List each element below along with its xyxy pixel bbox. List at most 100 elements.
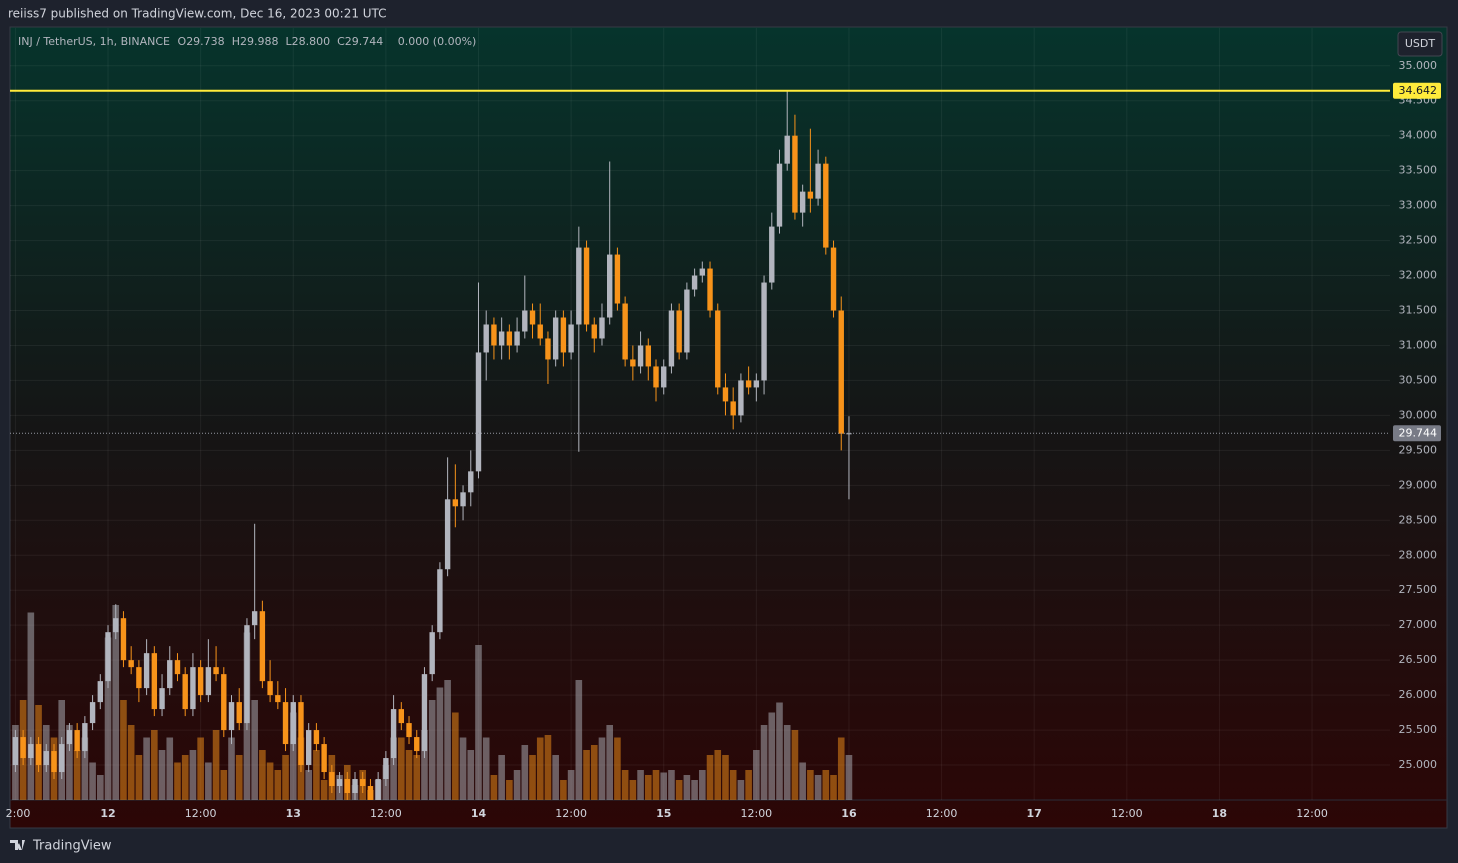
volume-bar [745,770,752,800]
candle-body [560,317,567,353]
volume-bar [174,762,181,800]
volume-bar [289,712,297,800]
volume-bar [675,780,683,800]
candle-body [259,611,266,682]
y-tick-label: 32.500 [1399,234,1438,247]
candle-body [190,667,196,710]
candle-body [113,618,119,633]
last-price-badge [1393,425,1441,442]
candle-body [599,317,605,339]
volume-bar [181,755,189,800]
volume-bar [691,780,698,800]
candle-body [360,779,366,787]
volume-bar [81,737,89,800]
candle-body [82,723,88,752]
volume-bar [89,762,96,800]
volume-bar [722,755,729,800]
change: 0.000 (0.00%) [397,35,477,48]
candle-body [414,737,420,752]
volume-bar [583,750,590,800]
volume-bar [637,770,644,800]
volume-bar [158,750,166,800]
candle-body [398,709,405,724]
y-tick-label: 28.000 [1399,548,1438,561]
volume-bar [274,770,282,800]
volume-bar [189,750,197,800]
volume-bar [27,612,35,800]
volume-bar [212,730,220,800]
candle-body [136,667,142,689]
candle-body [197,667,204,696]
candle-body [352,779,358,794]
volume-bar [830,775,837,800]
candle-body [522,310,528,332]
x-tick-label: 12:00 [1111,807,1143,820]
volume-bar [575,680,583,800]
volume-bar [598,737,606,800]
candle-body [807,191,814,199]
candle-body [128,660,134,668]
volume-bar [560,780,567,800]
volume-bar [606,725,613,800]
candle-body [491,324,497,346]
candle-body [383,758,389,780]
candle-body [236,702,242,724]
candle-body [66,730,73,745]
volume-bar [737,780,745,800]
candle-body [74,730,80,752]
candle-body [761,282,767,381]
legend: INJ / TetherUS, 1h, BINANCE O29.738 H29.9… [18,35,483,48]
volume-bar [498,755,505,800]
volume-bar [506,780,513,800]
candle-body [830,247,837,311]
volume-bar [536,737,544,800]
y-tick-label: 31.500 [1399,304,1438,317]
x-tick-label: 17 [1027,807,1042,820]
volume-bar [822,770,830,800]
x-tick-label: 12 [100,807,115,820]
y-tick-label: 35.000 [1399,59,1438,72]
y-tick-label: 31.000 [1399,338,1438,351]
candle-body [653,366,659,388]
volume-bar [629,780,637,800]
candle-body [105,632,111,682]
field-value: 29.738 [186,35,225,48]
volume-bar [768,712,776,800]
volume-bar [398,737,405,800]
y-tick-label: 29.500 [1399,443,1438,456]
candle-body [583,247,590,325]
volume-bar [452,712,459,800]
x-tick-label: 15 [656,807,671,820]
volume-bar [413,755,421,800]
volume-bar [305,770,312,800]
volume-bar [513,770,521,800]
footer: TradingView [32,839,112,854]
y-tick-label: 29.000 [1399,478,1438,491]
volume-bar [807,770,814,800]
volume-bar [644,775,652,800]
volume-bar [544,735,552,800]
candle-body [475,352,482,472]
y-tick-label: 30.500 [1399,373,1438,386]
candle-body [738,380,744,416]
x-tick-label: 12:00 [926,807,958,820]
volume-bar [112,605,120,800]
candle-body [452,499,459,507]
candle-body [28,744,34,759]
candle-body [367,786,374,800]
volume-bar [614,737,621,800]
volume-bar [776,702,783,800]
volume-bar [729,770,737,800]
candle-body [313,730,320,745]
candle-body [421,674,428,752]
currency-button[interactable] [1397,31,1443,57]
y-tick-label: 27.000 [1399,618,1438,631]
candle-body [390,709,397,759]
candle-body [51,751,57,773]
field-label: H [231,35,240,48]
x-tick-label: 2:00 [6,807,31,820]
currency-label[interactable]: USDT [1405,37,1436,50]
y-tick-label: 33.500 [1399,164,1438,177]
